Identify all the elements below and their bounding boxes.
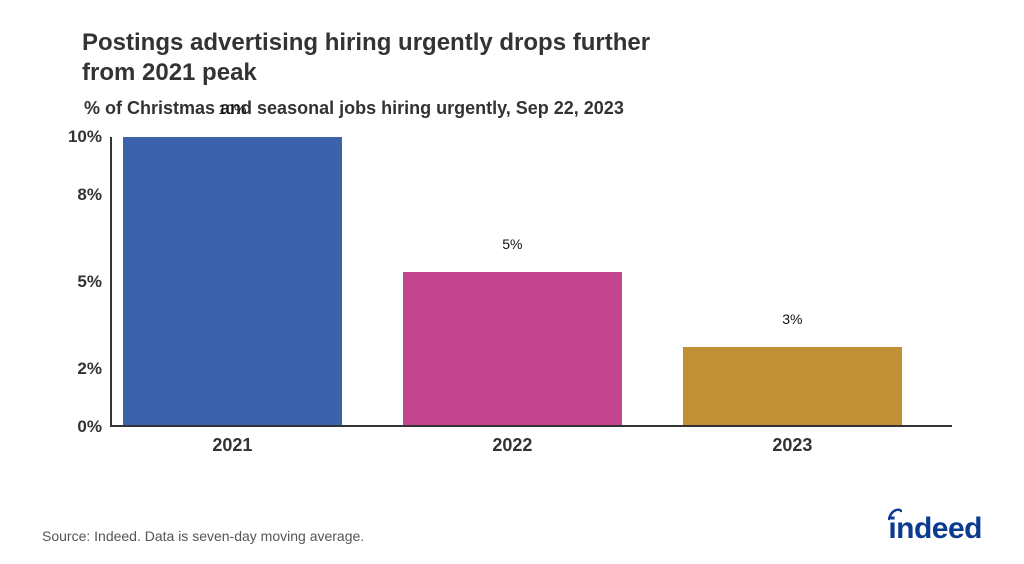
y-tick-label: 10% [50, 127, 102, 147]
bar [683, 347, 901, 425]
plot-area: 10%20215%20223%2023 [110, 137, 952, 427]
bar-value-label: 3% [782, 311, 802, 329]
x-tick-label: 2023 [772, 435, 812, 456]
title-line-2: from 2021 peak [82, 59, 257, 86]
x-tick-label: 2022 [492, 435, 532, 456]
indeed-logo: indeed [888, 514, 982, 544]
logo-text: indeed [888, 512, 982, 545]
bar-cell: 10%2021 [112, 137, 392, 425]
bar-value-label: 10% [218, 101, 246, 119]
chart-footer: Source: Indeed. Data is seven-day moving… [42, 514, 982, 544]
y-tick-label: 8% [50, 185, 102, 205]
chart-container: Postings advertising hiring urgently dro… [0, 0, 1024, 457]
logo-swoosh-icon [888, 508, 902, 522]
x-tick-label: 2021 [212, 435, 252, 456]
bar-cell: 3%2023 [672, 137, 952, 425]
y-tick-label: 5% [50, 272, 102, 292]
bar-cell: 5%2022 [392, 137, 672, 425]
y-tick-label: 0% [50, 417, 102, 437]
bars-group: 10%20215%20223%2023 [112, 137, 952, 425]
source-text: Source: Indeed. Data is seven-day moving… [42, 528, 364, 544]
bar [403, 272, 621, 425]
bar-value-label: 5% [502, 236, 522, 254]
chart-title: Postings advertising hiring urgently dro… [82, 28, 982, 88]
bar [123, 137, 341, 425]
y-tick-label: 2% [50, 359, 102, 379]
title-line-1: Postings advertising hiring urgently dro… [82, 29, 650, 56]
bar-chart: 0%2%5%8%10% 10%20215%20223%2023 [50, 127, 982, 457]
